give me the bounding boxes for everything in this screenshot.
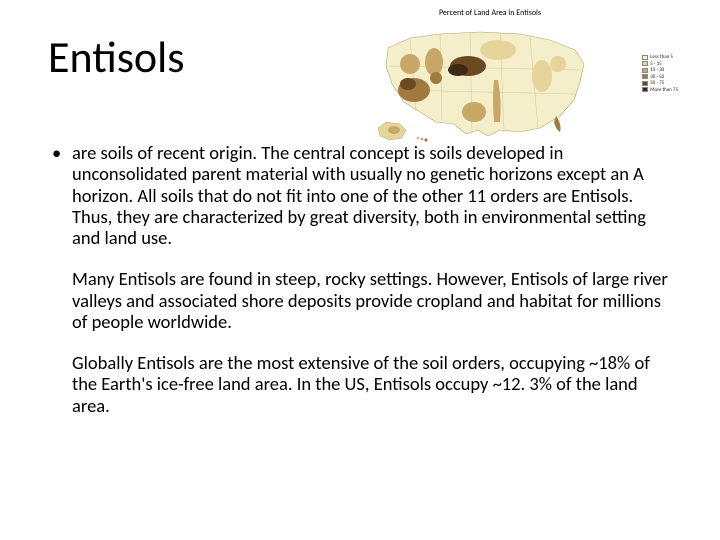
legend-swatch: [642, 68, 648, 73]
legend-swatch: [642, 74, 648, 79]
map-caption: Percent of Land Area in Entisols: [370, 8, 610, 18]
map-figure: Percent of Land Area in Entisols: [370, 8, 610, 146]
map-us-entisols: Less than 5 5 - 15 15 - 30 30 - 50 50 - …: [370, 20, 610, 146]
body-content: are soils of recent origin. The central …: [48, 142, 672, 416]
legend-swatch: [642, 81, 648, 86]
legend-label: More than 75: [650, 87, 678, 94]
legend-swatch: [642, 87, 648, 92]
paragraph: Many Entisols are found in steep, rocky …: [72, 268, 672, 332]
legend-swatch: [642, 55, 648, 60]
bullet-item: are soils of recent origin. The central …: [72, 142, 672, 416]
legend-swatch: [642, 61, 648, 66]
bullet-text: are soils of recent origin. The central …: [72, 141, 646, 249]
paragraph: Globally Entisols are the most extensive…: [72, 352, 672, 416]
map-legend: Less than 5 5 - 15 15 - 30 30 - 50 50 - …: [642, 54, 678, 93]
